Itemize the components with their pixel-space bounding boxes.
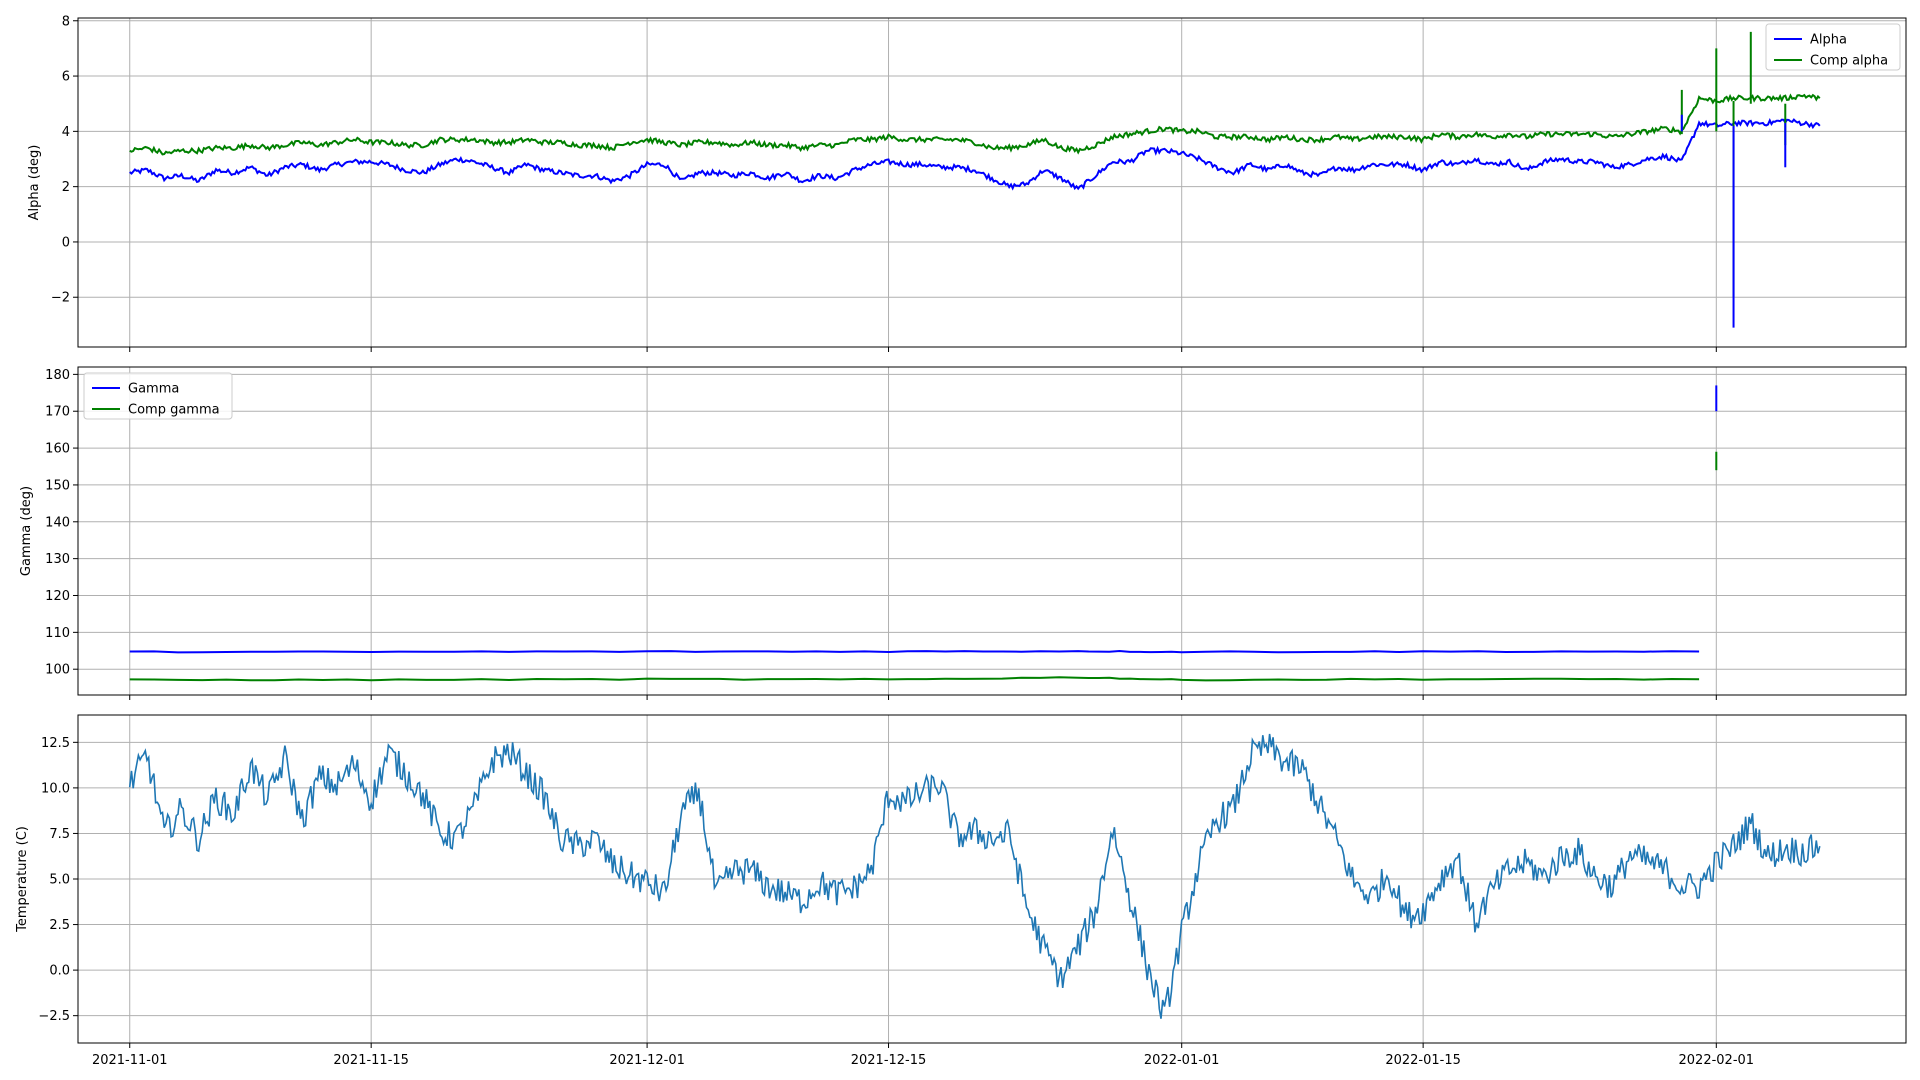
plot-area: [128, 733, 1821, 1019]
legend: Gamma Comp gamma: [83, 372, 233, 420]
y-tick-label: 2.5: [49, 918, 70, 933]
y-tick-label: 130: [45, 552, 70, 567]
y-axis-label: Alpha (deg): [27, 145, 42, 221]
y-tick-label: 4: [62, 125, 70, 140]
y-tick-label: 12.5: [41, 736, 70, 751]
y-tick-label: 5.0: [49, 873, 70, 888]
y-tick-label: 10.0: [41, 781, 70, 796]
legend: Alpha Comp alpha: [1765, 23, 1901, 71]
y-axis-label: Temperature (C): [15, 826, 30, 933]
y-tick-label: 2: [62, 180, 70, 195]
y-tick-label: 0: [62, 235, 70, 250]
y-tick-label: 120: [45, 589, 70, 604]
legend-box: [83, 372, 233, 420]
y-tick-label: 7.5: [49, 827, 70, 842]
y-tick-label: 110: [45, 626, 70, 641]
plot-area: [129, 385, 1718, 682]
legend-entry: Comp alpha: [1810, 54, 1888, 69]
y-tick-label: 170: [45, 405, 70, 420]
series-line-temperature: [128, 733, 1821, 1019]
axes-frame: [77, 366, 1907, 696]
series-line-comp-alpha: [129, 93, 1821, 156]
y-tick-label: 6: [62, 70, 70, 85]
y-tick-label: 100: [45, 663, 70, 678]
legend-entry: Alpha: [1810, 33, 1847, 48]
series-line-alpha: [129, 117, 1821, 191]
series-line-comp-gamma: [129, 676, 1700, 682]
y-tick-label: 0.0: [49, 964, 70, 979]
legend-entry: Gamma: [128, 382, 179, 397]
y-tick-label: −2: [51, 291, 70, 306]
temperature-panel: −2.5 0.0 2.5 5.0 7.5 10.0 12.5 2021-11-01 2021-1…: [15, 714, 1907, 1068]
x-tick-label: 2021-12-01: [609, 1053, 685, 1068]
x-tick-label: 2021-12-15: [851, 1053, 927, 1068]
plot-area: [129, 31, 1821, 328]
legend-entry: Comp gamma: [128, 403, 220, 418]
x-tick-label: 2021-11-15: [333, 1053, 409, 1068]
series-line-gamma: [129, 649, 1700, 654]
y-axis-label: Gamma (deg): [19, 486, 34, 576]
alpha-panel: −2 0 2 4 6 8 Alpha (deg) Alpha Comp alpha: [27, 14, 1907, 352]
legend-box: [1765, 23, 1901, 71]
x-tick-label: 2022-01-01: [1144, 1053, 1220, 1068]
x-tick-label: 2022-02-01: [1679, 1053, 1755, 1068]
x-tick-label: 2021-11-01: [92, 1053, 168, 1068]
y-tick-label: −2.5: [38, 1009, 70, 1024]
y-tick-label: 180: [45, 368, 70, 383]
y-tick-label: 8: [62, 14, 70, 29]
y-tick-label: 150: [45, 478, 70, 493]
axes-frame: [77, 17, 1907, 348]
gamma-panel: 100 110 120 130 140 150 160 170 180 Gamma (deg) Ga…: [19, 366, 1907, 700]
x-tick-label: 2022-01-15: [1385, 1053, 1461, 1068]
y-tick-label: 140: [45, 515, 70, 530]
y-tick-label: 160: [45, 442, 70, 457]
